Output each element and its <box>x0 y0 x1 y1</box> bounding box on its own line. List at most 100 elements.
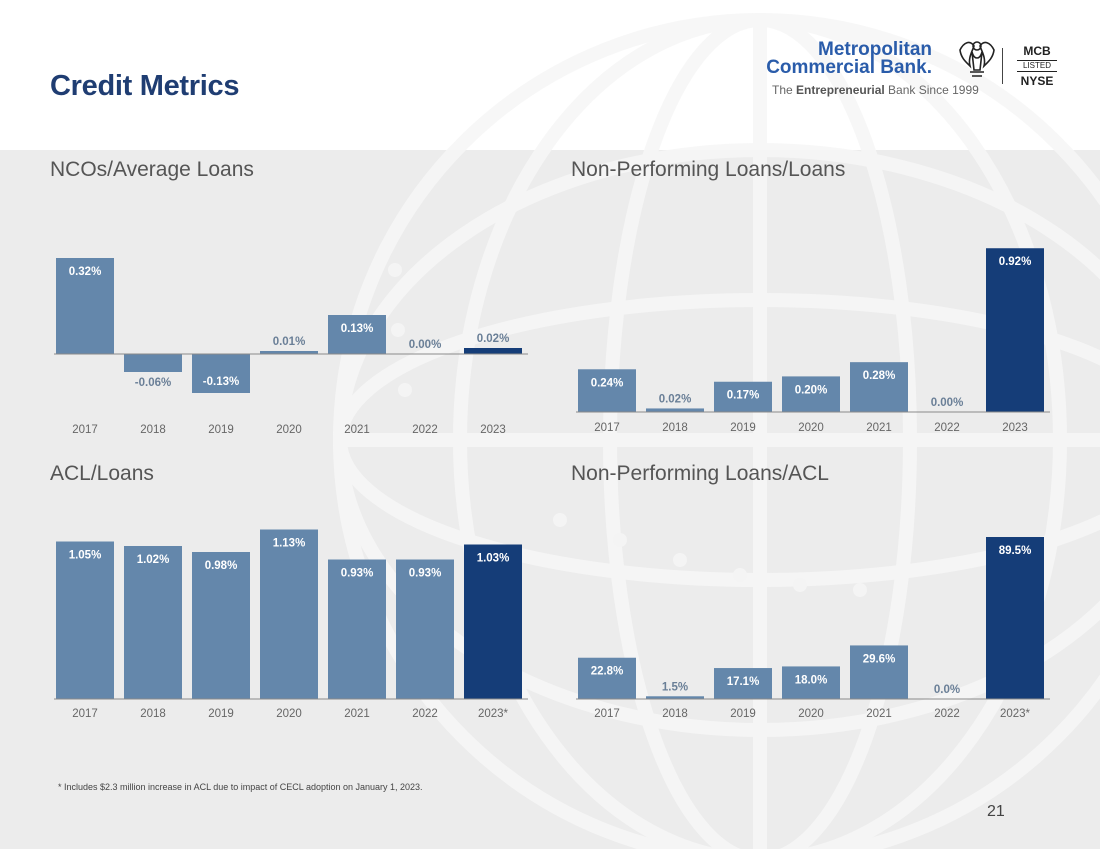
bar-2021 <box>328 559 386 699</box>
npl-acl-chart: 22.8% 2017 1.5% 2018 17.1% 2019 18.0% 2020 29.6%… <box>576 537 1050 720</box>
x-tick-label: 2018 <box>662 708 688 720</box>
x-tick-label: 2020 <box>798 422 824 434</box>
x-tick-label: 2018 <box>140 708 166 720</box>
bar-2022 <box>396 559 454 699</box>
bar-2020 <box>782 376 840 412</box>
bar-2018 <box>124 354 182 372</box>
x-tick-label: 2018 <box>662 422 688 434</box>
bar-2020 <box>260 529 318 699</box>
bar-2018 <box>646 408 704 412</box>
x-tick-label: 2022 <box>412 708 438 720</box>
x-tick-label: 2019 <box>208 424 234 436</box>
bar-2017 <box>578 369 636 412</box>
tagline-prefix: The <box>772 83 797 97</box>
x-tick-label: 2019 <box>208 708 234 720</box>
chart-title-nco: NCOs/Average Loans <box>50 158 254 181</box>
page-title: Credit Metrics <box>50 70 240 102</box>
company-logo: Metropolitan Commercial Bank. The Entrep… <box>766 36 1070 102</box>
npl-loans-chart: 0.24% 2017 0.02% 2018 0.17% 2019 0.20% 2020 0.28… <box>576 248 1050 434</box>
bar-2017 <box>56 541 114 699</box>
bar-value-label: 1.03% <box>477 553 510 565</box>
x-tick-label: 2019 <box>730 708 756 720</box>
eagle-icon <box>959 41 995 77</box>
bar-2023 <box>464 544 522 699</box>
x-tick-label: 2018 <box>140 424 166 436</box>
x-tick-label: 2017 <box>72 708 98 720</box>
bar-value-label: 0.13% <box>341 323 374 335</box>
x-tick-label: 2023* <box>1000 708 1031 720</box>
bar-value-label: 0.00% <box>409 339 442 351</box>
bar-value-label: 0.01% <box>273 336 306 348</box>
x-tick-label: 2017 <box>72 424 98 436</box>
bar-2020 <box>260 351 318 354</box>
logo-name-line2: Commercial Bank. <box>766 57 932 78</box>
x-tick-label: 2021 <box>866 422 892 434</box>
bar-2018 <box>124 546 182 699</box>
chart-title-npl-loans: Non-Performing Loans/Loans <box>571 158 846 181</box>
x-tick-label: 2019 <box>730 422 756 434</box>
x-tick-label: 2020 <box>798 708 824 720</box>
bar-value-label: 0.17% <box>727 390 760 402</box>
nco-average-loans-chart: 0.32% 2017 -0.06% 2018 -0.13% 2019 0.01% 2020 0.… <box>54 258 528 436</box>
tagline-bold: Entrepreneurial <box>796 83 885 97</box>
bar-value-label: 0.32% <box>69 266 102 278</box>
x-tick-label: 2021 <box>344 424 370 436</box>
bar-2017 <box>56 258 114 354</box>
bar-value-label: 0.92% <box>999 256 1032 268</box>
x-tick-label: 2017 <box>594 422 620 434</box>
bar-2019 <box>192 552 250 699</box>
bar-value-label: -0.13% <box>203 376 239 388</box>
bar-value-label: 0.0% <box>934 684 960 696</box>
x-tick-label: 2023 <box>480 424 506 436</box>
x-tick-label: 2020 <box>276 424 302 436</box>
bar-value-label: 0.93% <box>409 568 442 580</box>
bar-value-label: 0.28% <box>863 370 896 382</box>
bar-2023 <box>464 348 522 354</box>
bar-2021 <box>850 645 908 699</box>
bar-value-label: 0.00% <box>931 397 964 409</box>
badge-listed: LISTED <box>1017 60 1057 72</box>
logo-divider <box>1002 48 1003 84</box>
bar-value-label: 22.8% <box>591 666 624 678</box>
bar-2023 <box>986 248 1044 412</box>
nyse-listed-badge: MCB LISTED NYSE <box>1017 44 1057 88</box>
bar-value-label: 1.02% <box>137 554 170 566</box>
bar-2019 <box>714 381 772 412</box>
x-tick-label: 2020 <box>276 708 302 720</box>
x-tick-label: 2021 <box>866 708 892 720</box>
bar-value-label: 0.02% <box>659 393 692 405</box>
chart-title-acl-loans: ACL/Loans <box>50 462 154 485</box>
bar-value-label: 17.1% <box>727 676 760 688</box>
bar-value-label: 0.93% <box>341 568 374 580</box>
logo-name-line1: Metropolitan <box>818 39 932 60</box>
bar-value-label: 0.24% <box>591 377 624 389</box>
x-tick-label: 2023* <box>478 708 509 720</box>
bar-2023 <box>986 537 1044 699</box>
bar-2021 <box>850 362 908 412</box>
bar-2021 <box>328 315 386 354</box>
x-tick-label: 2022 <box>934 422 960 434</box>
bar-value-label: 1.5% <box>662 681 688 693</box>
bar-value-label: 0.98% <box>205 560 238 572</box>
bar-2019 <box>714 668 772 699</box>
bar-value-label: 1.13% <box>273 538 306 550</box>
bar-2018 <box>646 696 704 699</box>
bar-2020 <box>782 666 840 699</box>
x-tick-label: 2022 <box>412 424 438 436</box>
logo-tagline: The Entrepreneurial Bank Since 1999 <box>772 83 979 97</box>
bar-value-label: 29.6% <box>863 653 896 665</box>
bar-value-label: 18.0% <box>795 674 828 686</box>
bar-2019 <box>192 354 250 393</box>
bar-value-label: -0.06% <box>135 377 171 389</box>
x-tick-label: 2022 <box>934 708 960 720</box>
badge-ticker: MCB <box>1023 44 1051 58</box>
bar-value-label: 1.05% <box>69 550 102 562</box>
bar-value-label: 89.5% <box>999 545 1032 557</box>
bar-value-label: 0.20% <box>795 384 828 396</box>
acl-loans-chart: 1.05% 2017 1.02% 2018 0.98% 2019 1.13% 2020 0.93… <box>54 529 528 720</box>
bar-2017 <box>578 657 636 699</box>
x-tick-label: 2023 <box>1002 422 1028 434</box>
chart-title-npl-acl: Non-Performing Loans/ACL <box>571 462 829 485</box>
footnote: * Includes $2.3 million increase in ACL … <box>58 782 423 792</box>
